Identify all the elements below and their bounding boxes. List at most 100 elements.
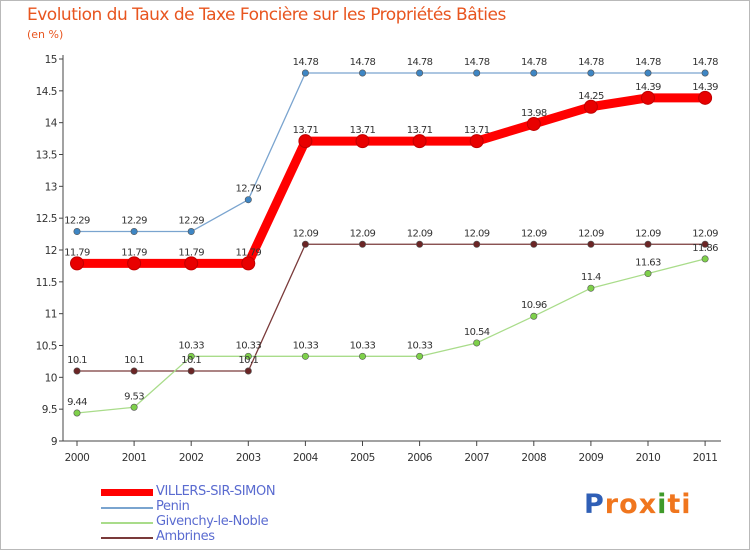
y-tick-label: 10.5 <box>36 341 57 353</box>
data-label: 12.09 <box>578 228 604 239</box>
legend-label-ambrines: Ambrines <box>156 529 215 544</box>
chart-unit-label: (en %) <box>27 28 64 41</box>
x-tick-label: 2008 <box>521 452 546 464</box>
chart-title: Evolution du Taux de Taxe Foncière sur l… <box>27 5 506 25</box>
data-point <box>644 240 652 248</box>
x-tick-label: 2011 <box>693 452 718 464</box>
data-label: 13.71 <box>407 125 433 136</box>
data-point <box>526 116 541 131</box>
data-point <box>530 69 538 77</box>
data-label: 12.09 <box>692 228 718 239</box>
data-label: 14.78 <box>692 57 718 68</box>
data-point <box>187 228 195 236</box>
data-label: 10.33 <box>178 340 204 351</box>
data-point <box>184 256 199 271</box>
data-label: 12.09 <box>293 228 319 239</box>
data-point <box>530 312 538 320</box>
legend-label-penin: Penin <box>156 499 190 514</box>
logo-letter: t <box>667 489 682 520</box>
y-tick-label: 14.5 <box>36 86 57 98</box>
data-label: 14.78 <box>578 57 604 68</box>
data-point <box>73 228 81 236</box>
data-label: 14.78 <box>407 57 433 68</box>
series-line-3 <box>76 243 706 372</box>
data-point <box>127 256 142 271</box>
data-point <box>130 228 138 236</box>
y-tick-label: 12 <box>45 245 57 257</box>
data-point <box>641 90 655 105</box>
data-point <box>587 240 595 248</box>
x-tick-label: 2006 <box>407 452 433 464</box>
logo-letter: x <box>638 489 658 520</box>
legend-label-villers-sir-simon: VILLERS-SIR-SIMON <box>156 484 276 499</box>
data-label: 14.78 <box>521 57 547 68</box>
legend-item-ambrines: Ambrines <box>101 529 361 545</box>
data-point <box>587 69 595 77</box>
legend-swatch-givenchy-le-noble <box>101 522 153 524</box>
data-label: 14.78 <box>293 57 319 68</box>
data-point <box>301 352 309 360</box>
data-label: 10.54 <box>464 327 490 338</box>
data-label: 10.96 <box>521 300 547 311</box>
data-label: 13.98 <box>521 108 547 119</box>
y-tick-label: 9 <box>51 436 57 448</box>
y-tick-label: 13 <box>45 181 57 193</box>
legend-label-givenchy-le-noble: Givenchy-le-Noble <box>156 514 269 529</box>
data-point <box>244 196 252 204</box>
data-point <box>187 367 195 375</box>
y-tick-label: 11.5 <box>36 277 57 289</box>
x-tick-label: 2003 <box>236 452 261 464</box>
data-label: 11.79 <box>121 247 147 258</box>
y-tick-label: 14 <box>45 118 58 130</box>
data-label: 12.29 <box>64 216 90 227</box>
data-point <box>644 270 652 278</box>
data-point <box>644 69 652 77</box>
data-point <box>73 409 81 417</box>
legend-item-penin: Penin <box>101 499 361 515</box>
data-label: 14.39 <box>692 82 718 93</box>
y-tick-label: 13.5 <box>36 150 57 162</box>
data-label: 10.1 <box>238 355 258 366</box>
data-point <box>130 367 138 375</box>
data-label: 11.79 <box>64 247 90 258</box>
y-tick-label: 11 <box>45 309 57 321</box>
data-point <box>358 69 366 77</box>
data-label: 10.33 <box>293 340 319 351</box>
legend-swatch-villers-sir-simon <box>101 489 153 496</box>
data-label: 11.63 <box>635 258 661 269</box>
data-point <box>583 99 598 114</box>
data-point <box>358 240 366 248</box>
data-point <box>701 240 709 248</box>
data-point <box>698 90 713 105</box>
data-point <box>416 69 424 77</box>
data-label: 12.29 <box>121 216 147 227</box>
logo-letter: i <box>681 489 692 520</box>
logo-letter: i <box>657 489 668 520</box>
data-point <box>530 240 538 248</box>
data-label: 13.71 <box>350 125 376 136</box>
data-point <box>244 367 252 375</box>
legend-swatch-penin <box>101 507 153 509</box>
data-point <box>355 134 370 149</box>
data-label: 13.71 <box>464 125 490 136</box>
data-label: 11.86 <box>692 243 718 254</box>
logo-letter: o <box>619 489 639 520</box>
data-point <box>473 240 481 248</box>
data-point <box>301 69 309 77</box>
data-point <box>469 134 484 149</box>
x-tick-label: 2001 <box>122 452 147 464</box>
x-tick-label: 2005 <box>350 452 375 464</box>
data-label: 11.79 <box>235 247 261 258</box>
data-point <box>301 240 309 248</box>
data-label: 11.4 <box>581 272 601 283</box>
data-label: 9.53 <box>124 391 144 402</box>
x-tick-label: 2009 <box>579 452 604 464</box>
data-point <box>473 69 481 77</box>
data-point <box>244 352 252 360</box>
data-point <box>73 367 81 375</box>
data-label: 14.78 <box>350 57 376 68</box>
y-tick-label: 10 <box>45 372 57 384</box>
logo-letter: r <box>604 489 620 520</box>
legend-item-givenchy-le-noble: Givenchy-le-Noble <box>101 514 361 530</box>
